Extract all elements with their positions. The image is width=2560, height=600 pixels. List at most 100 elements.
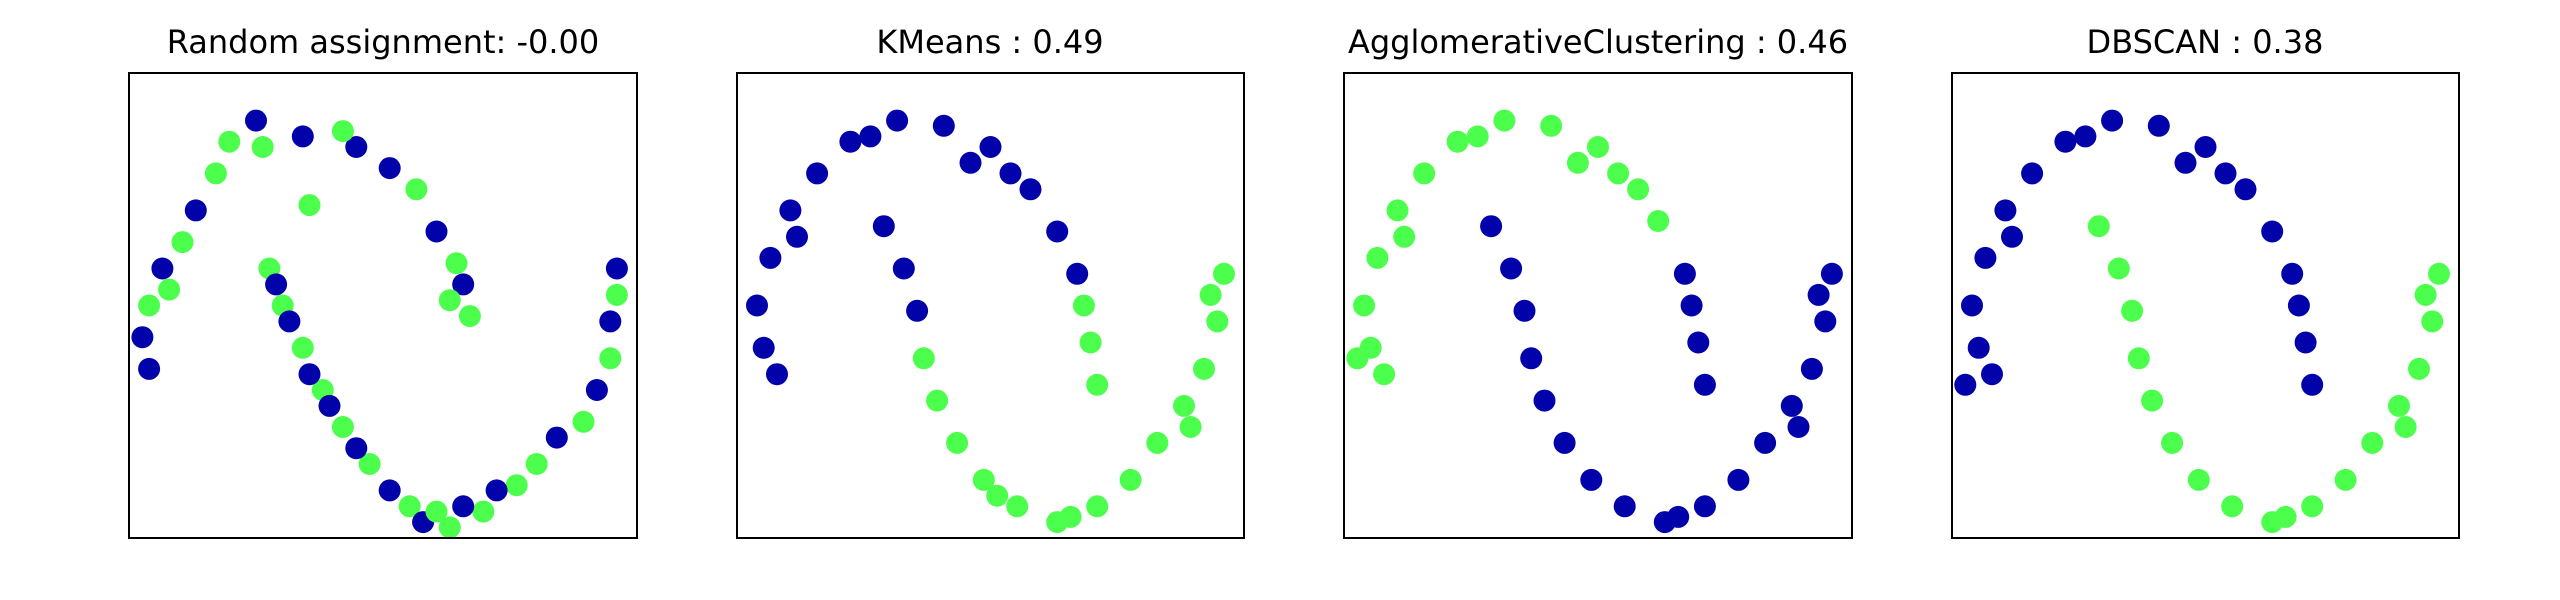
data-point-cluster-0 bbox=[318, 394, 341, 417]
data-point-cluster-0 bbox=[959, 151, 982, 174]
data-point-cluster-0 bbox=[1954, 373, 1977, 396]
data-point-cluster-0 bbox=[2021, 162, 2044, 185]
data-point-cluster-1 bbox=[926, 389, 949, 412]
data-point-cluster-0 bbox=[2054, 130, 2077, 153]
data-point-cluster-1 bbox=[2408, 357, 2430, 380]
data-point-cluster-1 bbox=[405, 178, 428, 201]
data-point-cluster-1 bbox=[1173, 394, 1195, 417]
data-point-cluster-0 bbox=[1580, 468, 1603, 491]
data-point-cluster-1 bbox=[1346, 347, 1369, 370]
data-point-cluster-1 bbox=[1446, 130, 1469, 153]
data-point-cluster-0 bbox=[138, 357, 161, 380]
data-point-cluster-0 bbox=[1533, 389, 1556, 412]
data-point-cluster-0 bbox=[545, 426, 568, 449]
data-point-cluster-0 bbox=[746, 294, 768, 317]
data-point-cluster-1 bbox=[438, 516, 461, 539]
axes-frame bbox=[1343, 72, 1853, 539]
data-point-cluster-1 bbox=[331, 120, 354, 143]
data-point-cluster-1 bbox=[1540, 114, 1563, 137]
data-point-cluster-0 bbox=[245, 109, 267, 132]
data-point-cluster-1 bbox=[2141, 389, 2164, 412]
data-point-cluster-0 bbox=[1553, 431, 1576, 454]
data-point-cluster-0 bbox=[1019, 178, 1042, 201]
data-point-cluster-1 bbox=[599, 347, 622, 370]
data-point-cluster-0 bbox=[999, 162, 1022, 185]
data-point-cluster-1 bbox=[1393, 225, 1416, 248]
data-point-cluster-0 bbox=[1974, 246, 1997, 269]
subplot-agglomerative-clustering: AgglomerativeClustering : 0.46 bbox=[1343, 23, 1853, 539]
data-point-cluster-1 bbox=[986, 484, 1009, 507]
data-point-cluster-1 bbox=[158, 278, 181, 301]
data-point-cluster-1 bbox=[1607, 162, 1630, 185]
data-point-cluster-0 bbox=[806, 162, 829, 185]
data-point-cluster-1 bbox=[1199, 283, 1222, 306]
data-point-cluster-0 bbox=[2147, 114, 2170, 137]
data-point-cluster-1 bbox=[458, 305, 481, 328]
data-point-cluster-1 bbox=[2394, 416, 2417, 438]
subplot-title: KMeans : 0.49 bbox=[876, 23, 1103, 61]
data-point-cluster-0 bbox=[599, 310, 622, 333]
data-point-cluster-0 bbox=[2287, 294, 2310, 317]
data-point-cluster-1 bbox=[1566, 151, 1589, 174]
data-point-cluster-1 bbox=[2334, 468, 2357, 491]
data-point-cluster-0 bbox=[1687, 331, 1710, 354]
data-point-cluster-0 bbox=[839, 130, 862, 153]
data-point-cluster-0 bbox=[1613, 495, 1636, 518]
data-point-cluster-1 bbox=[1006, 495, 1029, 518]
data-point-cluster-0 bbox=[1814, 310, 1837, 333]
data-point-cluster-0 bbox=[2294, 331, 2317, 354]
data-point-cluster-1 bbox=[2414, 283, 2437, 306]
data-point-cluster-0 bbox=[1513, 299, 1536, 322]
data-point-cluster-0 bbox=[906, 299, 929, 322]
data-point-cluster-0 bbox=[2074, 125, 2097, 148]
data-point-cluster-0 bbox=[859, 125, 882, 148]
scatter-points bbox=[746, 109, 1235, 534]
data-point-cluster-0 bbox=[2261, 220, 2284, 243]
scatter-points bbox=[1346, 109, 1843, 534]
data-point-cluster-1 bbox=[2161, 431, 2184, 454]
data-point-cluster-1 bbox=[505, 474, 528, 497]
data-point-cluster-1 bbox=[1179, 416, 1202, 438]
axes-frame bbox=[1951, 72, 2460, 539]
data-point-cluster-0 bbox=[1820, 262, 1843, 285]
data-point-cluster-0 bbox=[1693, 495, 1716, 518]
data-point-cluster-0 bbox=[485, 479, 508, 502]
subplot-random-assignment: Random assignment: -0.00 bbox=[128, 23, 638, 539]
data-point-cluster-0 bbox=[1480, 215, 1503, 238]
data-point-cluster-1 bbox=[1059, 505, 1082, 528]
data-point-cluster-1 bbox=[2388, 394, 2410, 417]
data-point-cluster-1 bbox=[1627, 178, 1650, 201]
data-point-cluster-1 bbox=[1466, 125, 1489, 148]
data-point-cluster-0 bbox=[278, 310, 301, 333]
data-point-cluster-1 bbox=[358, 453, 381, 475]
data-point-cluster-1 bbox=[2087, 215, 2110, 238]
subplot-kmeans: KMeans : 0.49 bbox=[736, 23, 1245, 539]
data-point-cluster-1 bbox=[1647, 210, 1670, 232]
data-point-cluster-1 bbox=[425, 500, 448, 523]
axes-frame bbox=[736, 72, 1245, 539]
data-point-cluster-1 bbox=[171, 231, 194, 254]
data-point-cluster-1 bbox=[1206, 310, 1229, 333]
data-point-cluster-1 bbox=[298, 194, 321, 217]
data-point-cluster-1 bbox=[398, 495, 421, 518]
data-point-cluster-1 bbox=[251, 136, 274, 158]
scatter-points bbox=[131, 109, 628, 539]
data-point-cluster-1 bbox=[445, 252, 468, 275]
data-point-cluster-0 bbox=[1046, 220, 1069, 243]
axes-frame bbox=[128, 72, 638, 539]
data-point-cluster-1 bbox=[331, 416, 354, 438]
data-point-cluster-0 bbox=[1667, 505, 1690, 528]
data-point-cluster-1 bbox=[438, 289, 461, 312]
data-point-cluster-1 bbox=[2301, 495, 2324, 518]
data-point-cluster-0 bbox=[151, 257, 174, 280]
data-point-cluster-0 bbox=[2101, 109, 2124, 132]
data-point-cluster-1 bbox=[204, 162, 227, 185]
data-point-cluster-0 bbox=[452, 495, 475, 518]
data-point-cluster-0 bbox=[131, 326, 154, 349]
data-point-cluster-0 bbox=[1787, 416, 1810, 438]
data-point-cluster-0 bbox=[1961, 294, 1983, 317]
data-point-cluster-1 bbox=[2221, 495, 2244, 518]
data-point-cluster-1 bbox=[2421, 310, 2444, 333]
data-point-cluster-1 bbox=[1086, 495, 1109, 518]
